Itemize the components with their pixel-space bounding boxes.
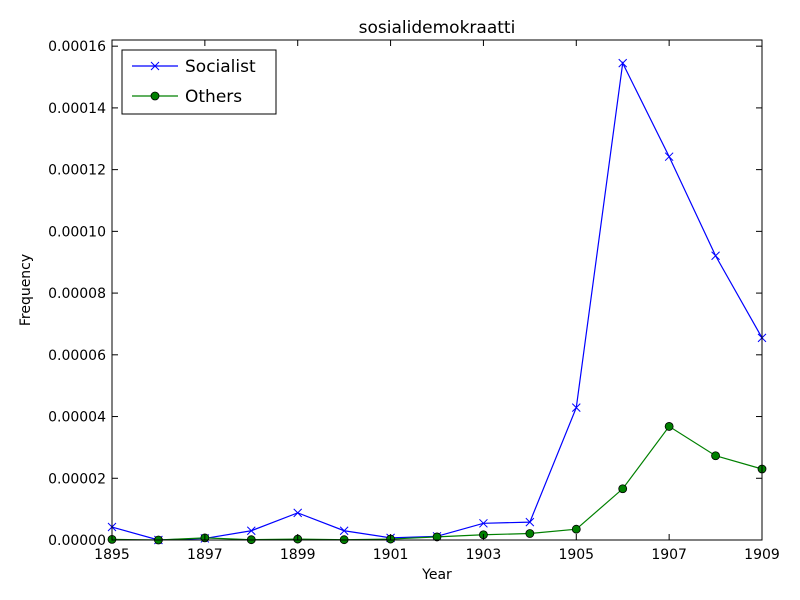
data-point-socialist (525, 517, 535, 527)
series-line-others (111, 425, 763, 541)
data-point-socialist (339, 526, 349, 536)
y-tick-label: 0.00002 (48, 471, 106, 487)
x-tick-label: 1895 (94, 547, 130, 563)
data-point-socialist (711, 251, 720, 261)
y-axis-label: Frequency (18, 254, 34, 326)
x-axis-label: Year (421, 567, 452, 583)
data-point-others (432, 532, 442, 542)
x-tick-label: 1897 (187, 547, 223, 563)
x-tick-label: 1907 (651, 547, 687, 563)
y-tick-label: 0.00014 (48, 101, 106, 117)
data-point-socialist (571, 403, 581, 412)
data-point-socialist (246, 526, 256, 536)
x-tick-label: 1899 (280, 547, 316, 563)
data-point-others (711, 451, 720, 461)
x-tick-label: 1903 (466, 547, 502, 563)
legend-marker-socialist (150, 61, 160, 71)
data-point-others (525, 529, 535, 538)
legend-label-others: Others (185, 87, 242, 107)
legend-box (121, 49, 277, 115)
data-point-socialist (618, 58, 628, 68)
y-tick-label: 0.00004 (48, 410, 106, 426)
y-tick-label: 0.00008 (48, 286, 106, 302)
y-tick-label: 0.00000 (48, 533, 106, 549)
plot-frame (111, 39, 763, 541)
y-tick-label: 0.00012 (48, 163, 106, 179)
y-tick-label: 0.00010 (48, 224, 106, 240)
y-tick-label: 0.00006 (48, 348, 106, 364)
y-tick-label: 0.00016 (48, 39, 106, 55)
x-tick-label: 1905 (558, 547, 594, 563)
data-point-others (664, 422, 674, 431)
data-point-socialist (293, 508, 303, 518)
legend-marker-others (150, 91, 160, 101)
data-point-others (618, 484, 628, 494)
chart-title: sosialidemokraatti (359, 18, 516, 38)
x-tick-label: 1909 (744, 547, 780, 563)
x-tick-label: 1901 (373, 547, 409, 563)
legend-label-socialist: Socialist (185, 57, 256, 77)
data-point-others (571, 524, 581, 534)
legend: Socialist Others (121, 49, 277, 115)
series-line-socialist (111, 61, 763, 541)
data-point-socialist (479, 518, 488, 528)
data-point-socialist (664, 152, 674, 162)
